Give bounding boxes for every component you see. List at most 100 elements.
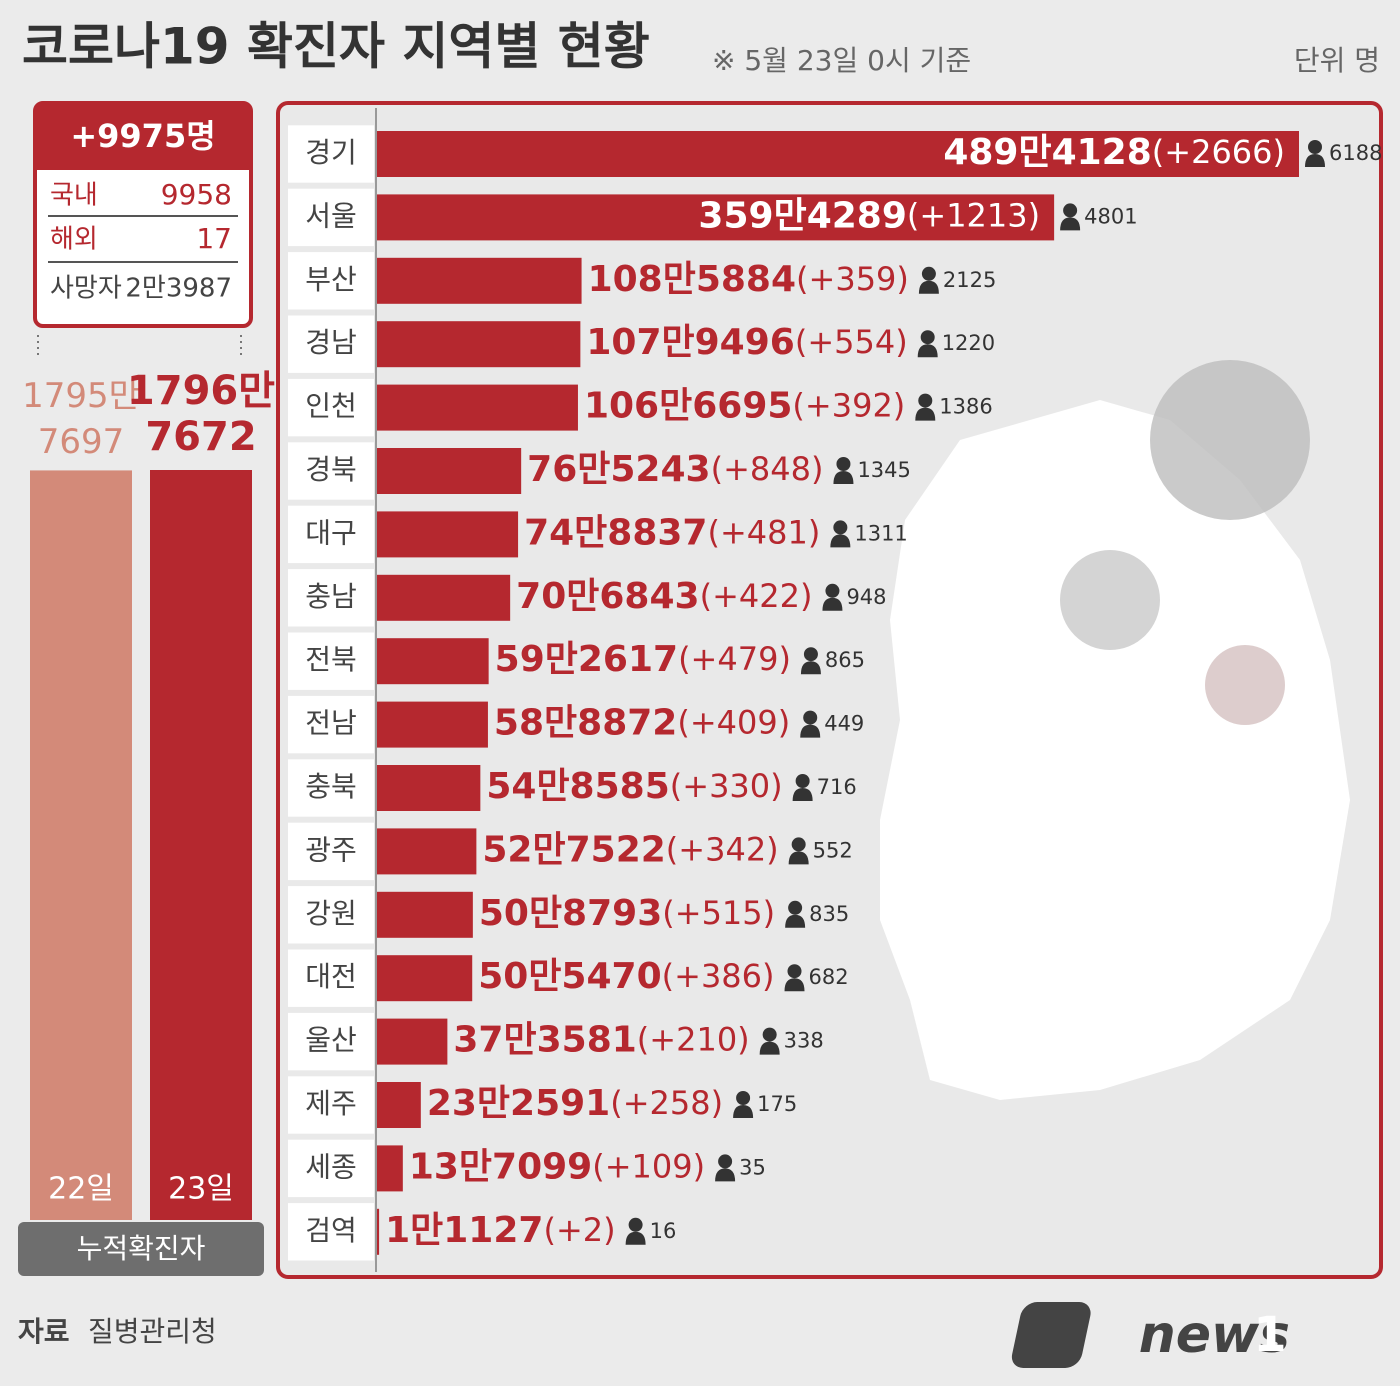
bar [377, 638, 489, 685]
value-label: 106만6695 [584, 386, 792, 427]
bar [377, 765, 481, 811]
category-cell [288, 1139, 374, 1198]
bar [377, 1208, 380, 1255]
value-label: 107만9496 [586, 322, 794, 363]
deaths-label: 338 [784, 1029, 824, 1053]
value-label: 70만6843 [516, 576, 699, 617]
category-cell [288, 759, 374, 817]
category-cell [288, 822, 374, 881]
person-icon [918, 393, 933, 408]
virus-icon [1060, 550, 1160, 650]
deaths-label: 4801 [1084, 204, 1137, 228]
bar [377, 321, 581, 368]
new-cases-label: (+330) [670, 767, 783, 805]
new-cases-label: (+481) [707, 513, 820, 551]
bar [377, 1082, 421, 1128]
person-icon [625, 1231, 646, 1245]
category-label: 경남 [305, 326, 357, 359]
category-label: 경기 [305, 136, 357, 169]
bar [377, 194, 1055, 241]
category-label: 경북 [305, 453, 357, 486]
summary-total: +9975명 [70, 117, 215, 155]
deaths-label: 552 [813, 838, 853, 862]
logo-mark: 1 [1253, 1307, 1286, 1363]
deaths-label: 835 [809, 902, 849, 926]
person-icon [791, 837, 806, 852]
person-icon [784, 978, 805, 992]
summary-row-label: 해외 [50, 225, 98, 255]
value-label: 58만8872 [494, 703, 677, 744]
category-label: 충남 [305, 580, 357, 613]
source: 질병관리청 [88, 1315, 217, 1348]
new-cases-label: (+848) [711, 450, 824, 488]
category-label: 전북 [305, 643, 357, 676]
bar [377, 891, 473, 938]
deaths-label: 865 [825, 648, 865, 672]
category-label: 전남 [305, 707, 357, 740]
deaths-value: 2만3987 [125, 274, 232, 304]
person-icon [915, 407, 936, 421]
category-label: 22일 [48, 1172, 114, 1207]
person-icon [762, 1027, 777, 1042]
person-icon [836, 457, 851, 471]
category-cell [288, 569, 374, 627]
bar [377, 828, 477, 875]
person-icon [785, 914, 806, 928]
value-label: 1만1127 [385, 1210, 543, 1251]
deaths-label: 2125 [943, 268, 996, 292]
new-cases-label: (+392) [792, 387, 905, 425]
person-icon [1063, 203, 1078, 218]
category-cell [288, 1012, 374, 1071]
bar [30, 470, 132, 1220]
category-cell [288, 949, 374, 1007]
person-icon [830, 534, 851, 548]
x-label: 누적확진자 [77, 1232, 206, 1265]
deaths-label: 1345 [857, 458, 910, 482]
deaths-label: 175 [757, 1092, 797, 1116]
category-label: 대구 [305, 516, 357, 549]
person-icon [715, 1168, 736, 1182]
deaths-label: 1220 [942, 331, 995, 355]
person-icon [788, 900, 803, 915]
bar [377, 1018, 448, 1065]
category-cell [288, 1203, 374, 1261]
new-cases-label: (+554) [795, 323, 908, 361]
category-cell [288, 315, 374, 373]
deaths-label: 사망자 [50, 274, 122, 304]
category-label: 울산 [305, 1024, 357, 1057]
deaths-label: 6188 [1329, 141, 1382, 165]
bar [377, 257, 582, 304]
value-label: 7697 [38, 422, 125, 462]
category-label: 제주 [305, 1087, 357, 1120]
category-cell [288, 1076, 374, 1134]
bar [377, 511, 519, 558]
new-cases-label: (+109) [592, 1147, 705, 1185]
person-icon [800, 661, 821, 675]
person-icon [788, 851, 809, 865]
virus-icon [1205, 645, 1285, 725]
value-label: 54만8585 [486, 766, 669, 807]
new-cases-label: (+342) [666, 830, 779, 868]
bar [150, 470, 252, 1220]
deaths-label: 682 [809, 965, 849, 989]
person-icon [803, 710, 818, 725]
deaths-label: 1386 [939, 395, 992, 419]
category-label: 23일 [168, 1172, 234, 1207]
bar [377, 448, 522, 494]
person-icon [833, 471, 854, 484]
category-cell [288, 252, 374, 310]
new-cases-label: (+258) [610, 1084, 723, 1122]
person-icon [1308, 140, 1322, 154]
category-label: 인천 [305, 390, 357, 423]
person-icon [920, 330, 935, 345]
category-cell [288, 125, 374, 183]
deaths-label: 1311 [854, 521, 907, 545]
value-label: 1796만 [127, 368, 275, 414]
category-cell [288, 505, 374, 564]
person-icon [787, 964, 802, 979]
value-label: 76만5243 [527, 449, 710, 490]
title: 코로나19 확진자 지역별 현황 [22, 18, 650, 76]
value-label: 23만2591 [427, 1083, 610, 1124]
person-icon [825, 583, 840, 598]
source-label: 자료 [18, 1315, 70, 1348]
